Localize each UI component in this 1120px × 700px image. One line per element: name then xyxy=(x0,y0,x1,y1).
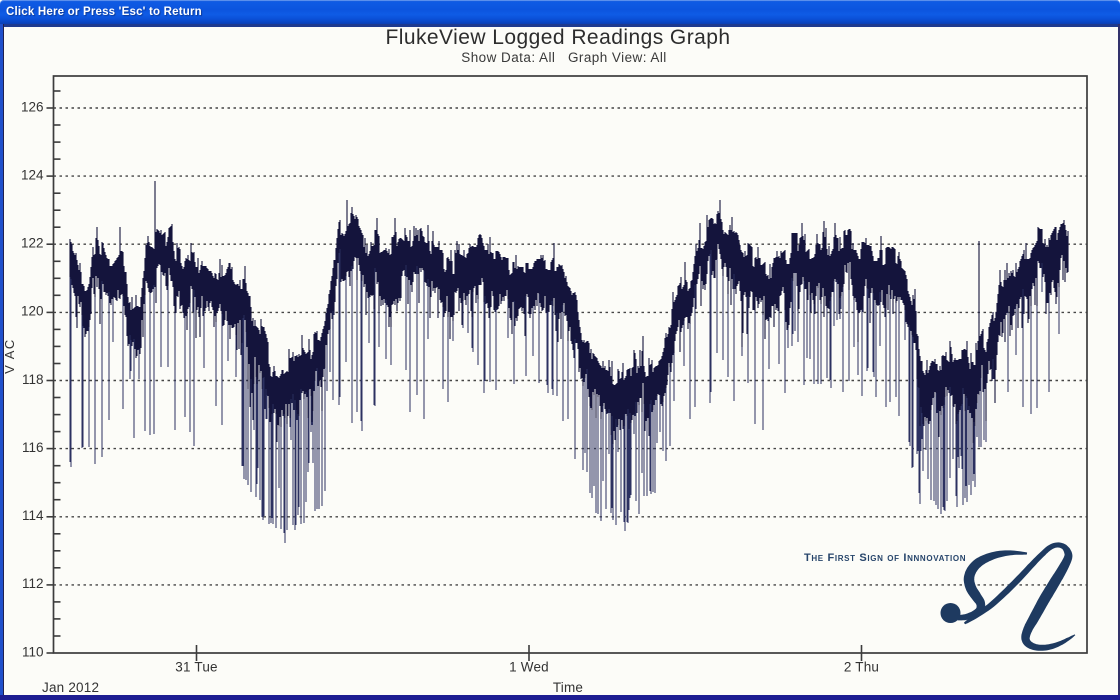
svg-text:120: 120 xyxy=(21,304,44,319)
svg-text:122: 122 xyxy=(21,236,44,251)
svg-text:118: 118 xyxy=(22,372,44,387)
svg-text:124: 124 xyxy=(21,167,44,182)
svg-text:31 Tue: 31 Tue xyxy=(175,660,218,675)
svg-text:The First Sign of Innnovation: The First Sign of Innnovation xyxy=(804,552,966,564)
svg-text:Time: Time xyxy=(553,680,583,695)
svg-text:Jan 2012: Jan 2012 xyxy=(42,680,99,695)
svg-text:V AC: V AC xyxy=(2,338,17,374)
svg-text:126: 126 xyxy=(21,99,44,114)
svg-text:2 Thu: 2 Thu xyxy=(844,660,879,675)
svg-text:116: 116 xyxy=(22,440,44,455)
svg-text:112: 112 xyxy=(22,576,44,591)
svg-text:110: 110 xyxy=(22,644,44,659)
svg-text:1 Wed: 1 Wed xyxy=(509,660,549,675)
svg-text:114: 114 xyxy=(22,508,44,523)
